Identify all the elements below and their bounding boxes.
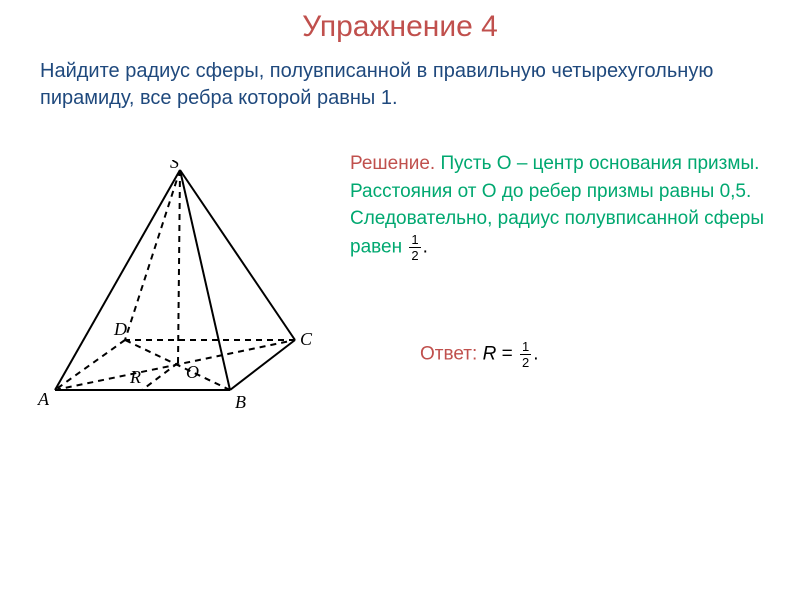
exercise-title: Упражнение 4 [0,10,800,44]
vertex-label-D: D [113,319,127,339]
solution-frac-num: 1 [409,233,420,248]
solution-period: . [423,236,428,257]
answer-variable: R [483,344,497,365]
solution-label: Решение. [350,153,435,174]
answer-fraction: 12 [520,340,531,369]
answer-frac-den: 2 [520,355,531,369]
solution-fraction: 12 [409,233,420,262]
pyramid-diagram: S A B C D O R [30,160,330,420]
answer-equals: = [496,344,518,365]
solution-text: Решение. Пусть O – центр основания призм… [350,150,780,262]
answer-frac-num: 1 [520,340,531,355]
solution-frac-den: 2 [409,248,420,262]
center-label-O: O [186,362,199,382]
problem-statement: Найдите радиус сферы, полувписанной в пр… [40,58,760,112]
answer-label: Ответ: [420,344,483,365]
vertex-label-C: C [300,329,313,349]
vertex-label-S: S [170,160,179,172]
answer-period: . [533,344,538,365]
radius-label-R: R [129,367,141,387]
vertex-label-B: B [235,392,246,412]
vertex-label-A: A [37,389,50,409]
answer-line: Ответ: R = 12. [420,340,538,369]
